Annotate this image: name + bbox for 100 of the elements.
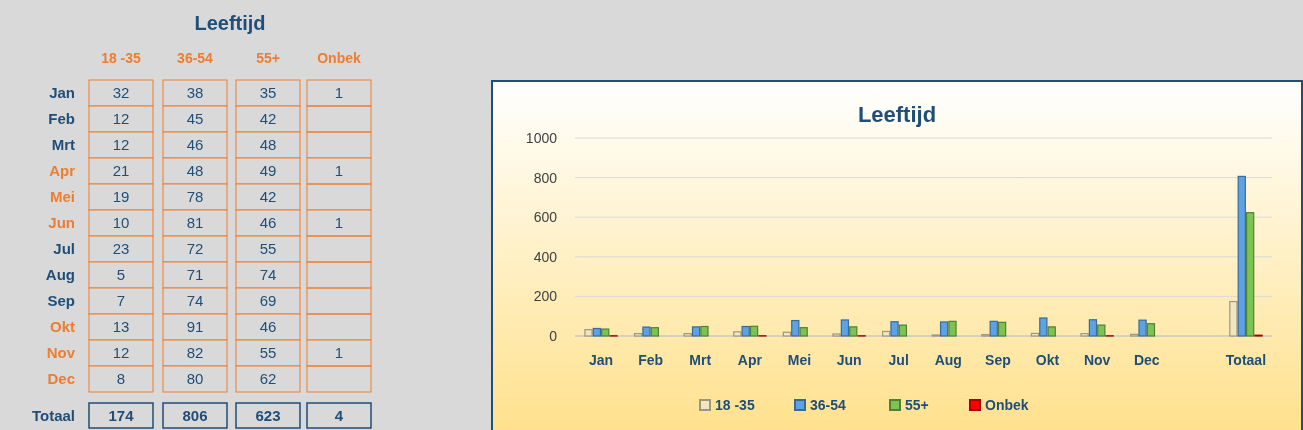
data-label: 72 [186,240,204,257]
bar [840,319,850,337]
y-tick-label: Totaal [31,407,75,424]
bar [749,325,759,337]
data-label: 48 [259,136,277,153]
data-label: 32 [112,84,130,101]
bar [1146,323,1156,337]
chart-title: Leeftijd [194,12,266,34]
x-tick-label: Okt [1035,352,1060,368]
bar [601,328,610,337]
bar [642,326,651,337]
y-tick-label: Aug [45,266,75,283]
y-tick-label: Jul [53,240,75,257]
bar [997,321,1007,337]
y-tick-label: Dec [47,370,75,387]
data-label: 55 [259,344,277,361]
data-label: 12 [112,110,130,127]
data-label: 69 [259,292,277,309]
data-label: 174 [108,407,135,424]
data-label: 12 [112,344,130,361]
y-tick-label: 1000 [525,130,558,146]
bar [1080,333,1089,337]
data-label: 46 [259,318,277,335]
y-tick-label: 200 [533,288,558,305]
data-label: 1 [334,344,344,361]
y-tick-label: Sep [47,292,75,309]
y-tick-label: Okt [49,318,75,335]
x-tick-label: Onbek [317,50,361,66]
data-label: 23 [112,240,130,257]
data-label: 7 [116,292,126,309]
data-label: 81 [186,214,204,231]
bar [890,321,899,337]
bar [1088,319,1098,337]
x-tick-label: Jul [888,352,909,368]
x-tick-label: Apr [737,352,763,368]
data-label: 62 [259,370,277,387]
data-label: 49 [259,162,277,179]
y-tick-label: Mrt [51,136,75,153]
y-tick-label: 800 [533,169,558,186]
bar [881,330,891,337]
x-tick-label: Sep [985,352,1011,368]
x-tick-label: Jan [588,352,614,368]
data-label: 46 [259,214,277,231]
data-label: 5 [116,266,126,283]
x-tick-label: Nov [1083,352,1111,368]
data-label: 1 [334,162,344,179]
data-label: 55 [259,240,277,257]
data-label: 74 [259,266,277,283]
data-label: 35 [259,84,277,101]
legend-label: 55+ [905,397,929,413]
bar [939,321,949,337]
bar [1097,324,1106,337]
bar [849,326,858,337]
x-tick-label: Feb [638,352,664,368]
bar [733,331,742,337]
data-label: 8 [116,370,126,387]
data-label: 806 [182,407,208,424]
bar [791,319,800,337]
bar [799,327,808,337]
bar [691,326,701,337]
data-label: 1 [334,214,344,231]
data-label: 91 [186,318,204,335]
y-tick-label: Apr [49,162,76,179]
data-label: 12 [112,136,130,153]
bar [650,327,659,337]
data-label: 42 [259,188,277,205]
data-label: 4 [334,407,344,424]
bar [898,324,908,337]
data-label: 80 [186,370,204,387]
bar [700,325,709,337]
x-tick-label: Totaal [1225,352,1267,368]
data-label: 1 [334,84,344,101]
data-label: 45 [186,110,204,127]
bar [1237,175,1246,337]
chart-title: Leeftijd [857,102,937,127]
data-label: 42 [259,110,277,127]
y-tick-label: Jun [48,214,75,231]
y-tick-label: Mei [49,188,75,205]
bar [1047,326,1056,337]
legend-label: 36-54 [810,397,847,413]
data-label: 74 [186,292,204,309]
bar [948,320,957,337]
data-label: 19 [112,188,130,205]
bar [782,331,792,337]
x-tick-label: Jun [836,352,862,368]
data-label: 48 [186,162,204,179]
bar [989,320,998,337]
legend-label: Onbek [985,397,1029,413]
y-tick-label: 400 [533,248,558,265]
y-tick-label: 600 [533,209,558,226]
data-label: 78 [186,188,204,205]
x-tick-label: 18 -35 [101,50,142,66]
legend-label: 18 -35 [715,397,755,413]
bar [633,333,643,337]
data-label: 10 [112,214,130,231]
data-label: 71 [186,266,204,283]
x-tick-label: Dec [1133,352,1160,368]
y-tick-label: 0 [549,328,558,344]
data-label: 38 [186,84,204,101]
bar [592,327,602,337]
